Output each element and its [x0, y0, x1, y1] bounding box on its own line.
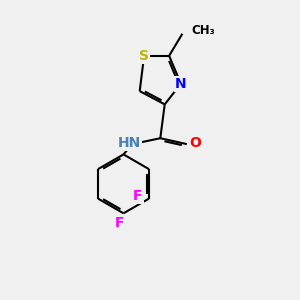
Text: F: F — [133, 189, 142, 202]
Text: F: F — [114, 216, 124, 230]
Text: CH₃: CH₃ — [191, 24, 215, 37]
Text: S: S — [139, 49, 149, 63]
Text: N: N — [175, 77, 187, 91]
Text: HN: HN — [118, 136, 141, 150]
Text: O: O — [189, 136, 201, 150]
